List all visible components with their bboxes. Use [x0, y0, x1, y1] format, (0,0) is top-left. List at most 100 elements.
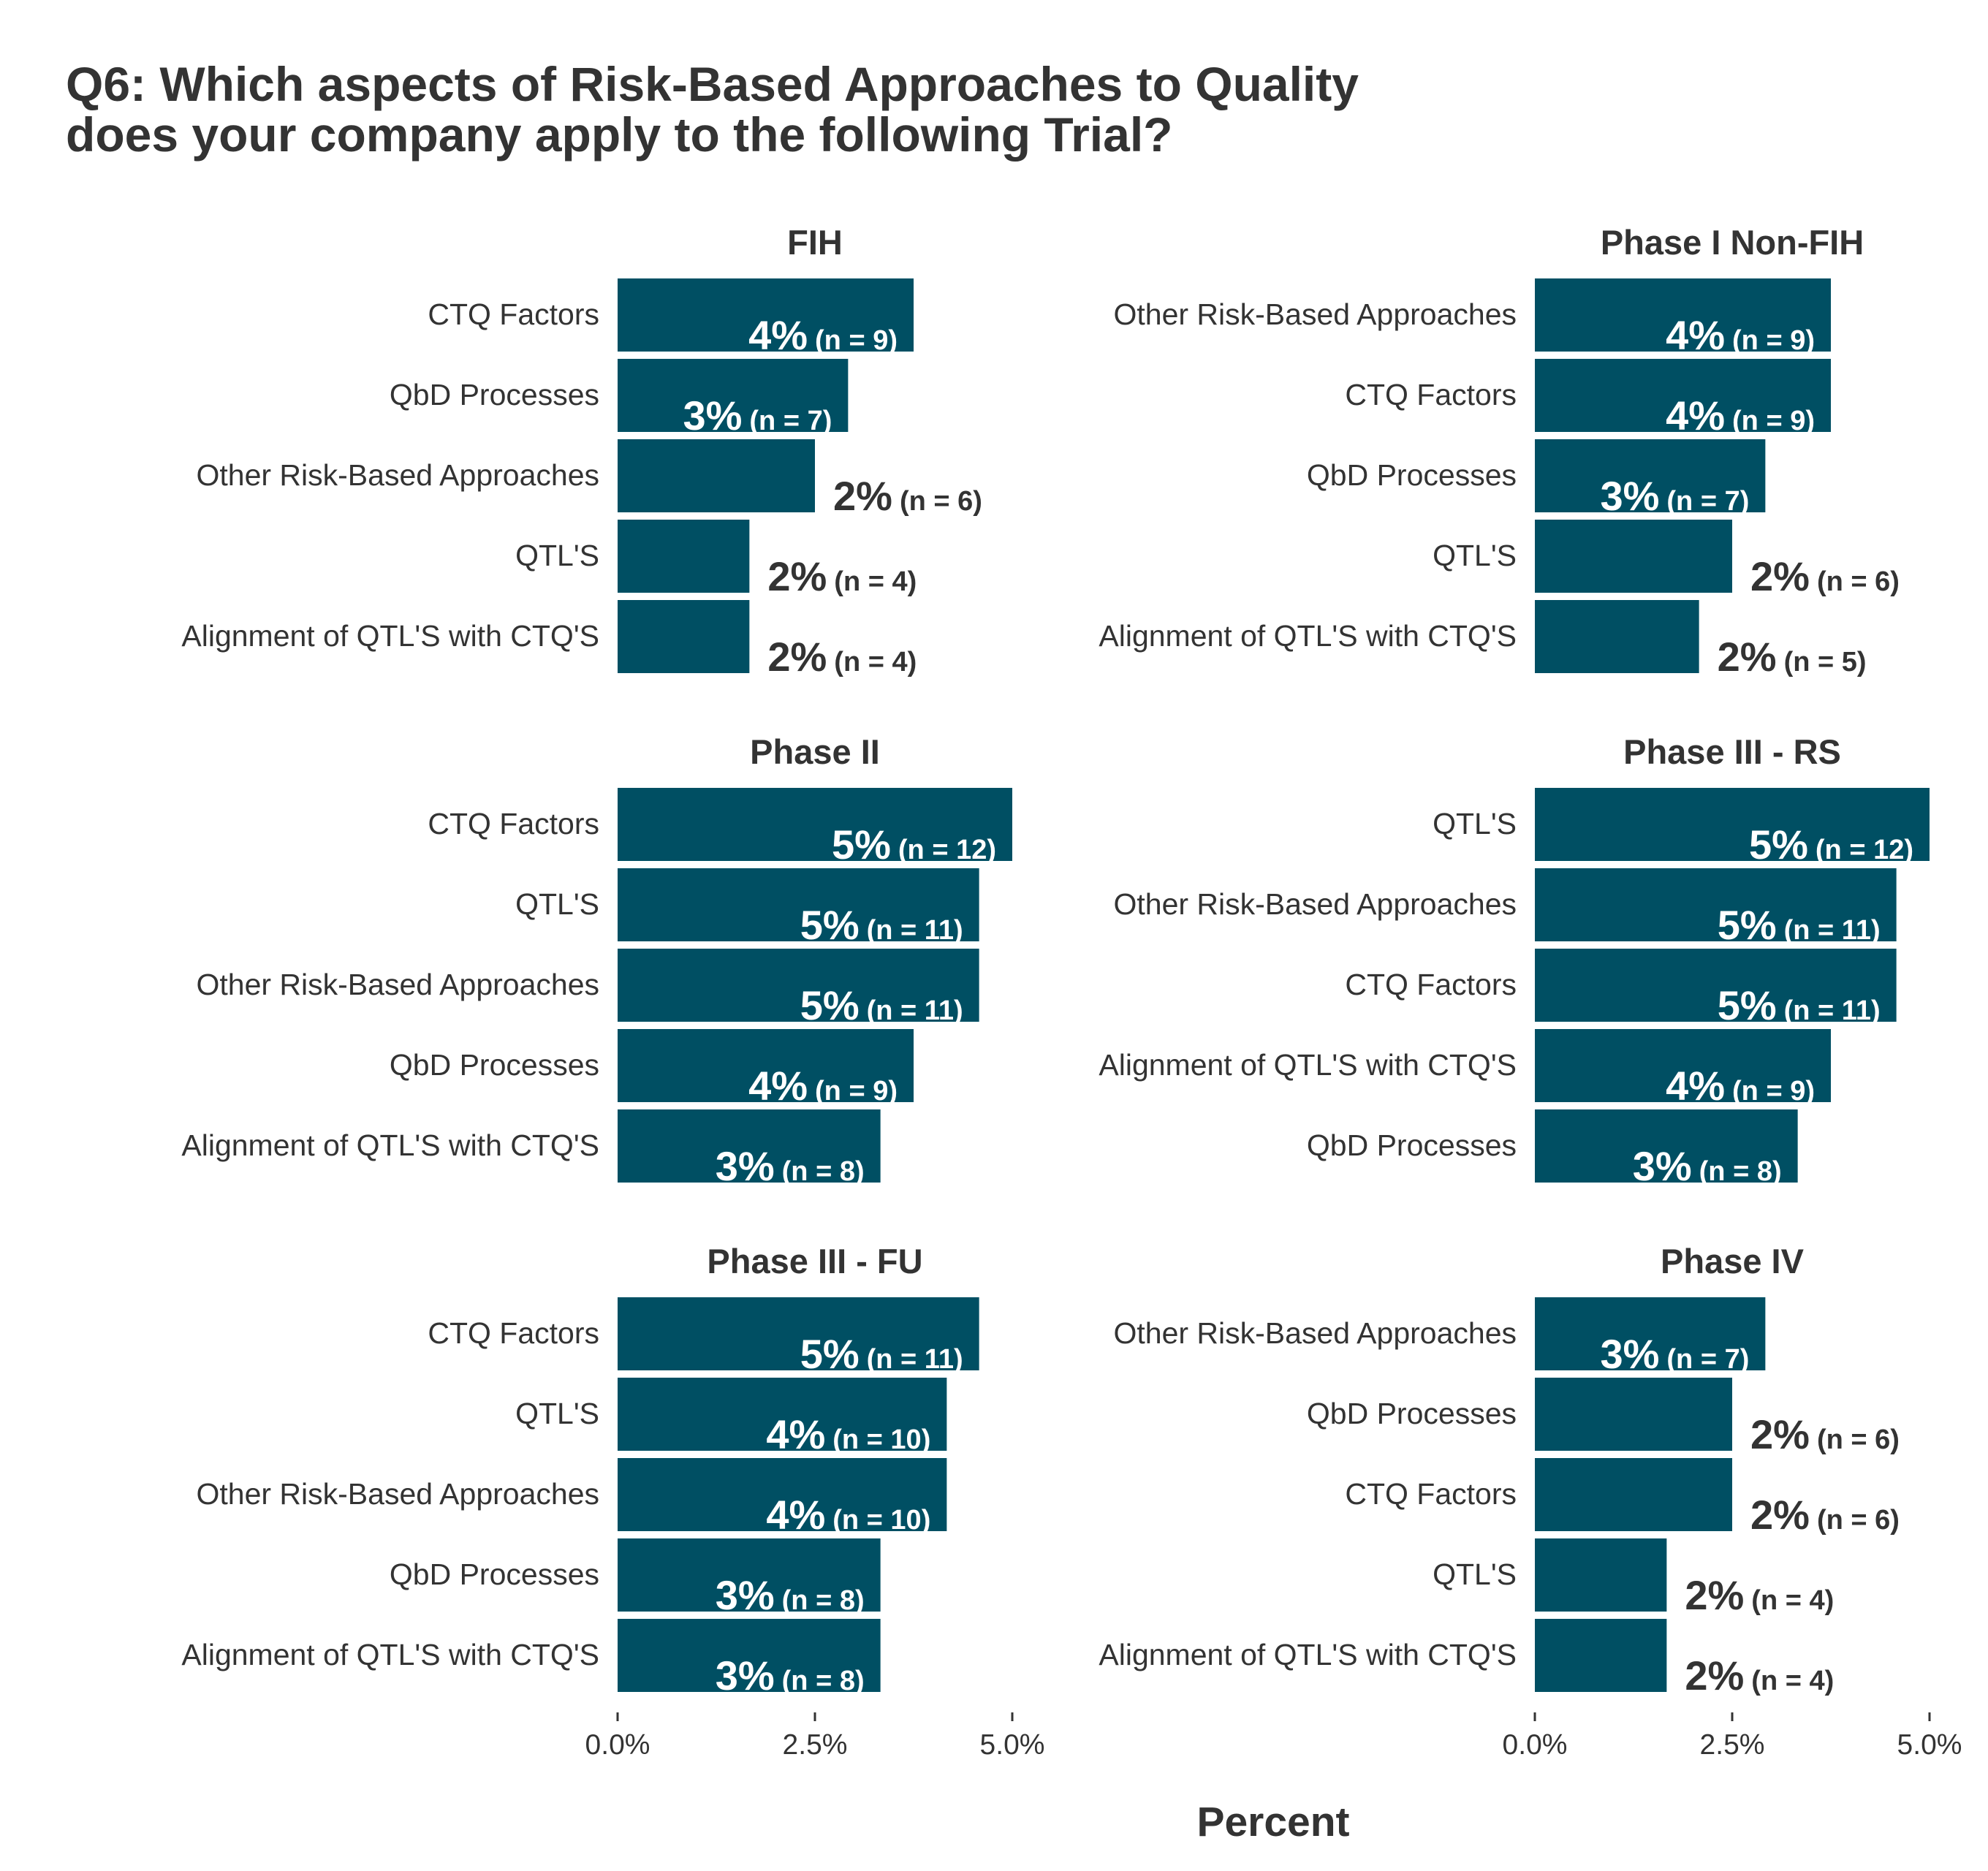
value-count: (n = 4)	[834, 647, 917, 678]
value-percent: 5%	[1749, 821, 1808, 868]
value-label: 3% (n = 8)	[716, 1572, 865, 1618]
value-count: (n = 8)	[782, 1156, 865, 1187]
bar	[618, 520, 750, 593]
category-label: CTQ Factors	[1345, 378, 1517, 411]
value-label: 2% (n = 5)	[1718, 634, 1867, 680]
category-label: CTQ Factors	[428, 807, 599, 840]
value-count: (n = 11)	[1784, 995, 1881, 1026]
category-label: QbD Processes	[1307, 1128, 1517, 1162]
category-label: Alignment of QTL'S with CTQ'S	[181, 1638, 599, 1671]
bar	[618, 949, 979, 1022]
value-count: (n = 8)	[1699, 1156, 1782, 1187]
value-percent: 3%	[1633, 1143, 1692, 1189]
value-percent: 5%	[832, 821, 891, 868]
category-label: CTQ Factors	[428, 297, 599, 331]
bar	[618, 439, 815, 512]
bar	[618, 1458, 947, 1531]
bar	[1535, 1109, 1798, 1183]
category-label: Alignment of QTL'S with CTQ'S	[181, 1128, 599, 1162]
value-percent: 4%	[748, 312, 808, 358]
bar	[1535, 868, 1897, 941]
category-label: QbD Processes	[1307, 1397, 1517, 1430]
value-count: (n = 12)	[1816, 835, 1913, 865]
value-label: 2% (n = 6)	[833, 473, 982, 519]
value-percent: 5%	[1718, 902, 1777, 948]
category-label: QbD Processes	[390, 378, 599, 411]
value-percent: 4%	[1666, 1063, 1725, 1109]
value-count: (n = 11)	[867, 1344, 963, 1375]
value-count: (n = 7)	[749, 406, 832, 436]
value-label: 4% (n = 9)	[1666, 1063, 1815, 1109]
category-label: QbD Processes	[390, 1048, 599, 1082]
category-label: Alignment of QTL'S with CTQ'S	[1099, 1048, 1517, 1082]
value-count: (n = 6)	[1817, 1424, 1900, 1455]
category-label: CTQ Factors	[428, 1316, 599, 1350]
bar	[1535, 359, 1831, 432]
facet-title: Phase III - RS	[1623, 732, 1841, 771]
x-axis-title: Percent	[1196, 1799, 1349, 1845]
value-count: (n = 9)	[815, 1076, 898, 1107]
value-count: (n = 7)	[1666, 1344, 1749, 1375]
bar	[618, 1378, 947, 1451]
value-percent: 5%	[1718, 982, 1777, 1028]
bar	[1535, 1297, 1766, 1370]
bar	[1535, 949, 1897, 1022]
value-percent: 3%	[716, 1572, 775, 1618]
value-label: 4% (n = 9)	[1666, 312, 1815, 358]
value-count: (n = 4)	[1751, 1585, 1834, 1616]
category-label: Other Risk-Based Approaches	[1114, 887, 1517, 921]
value-count: (n = 11)	[867, 915, 963, 946]
value-label: 2% (n = 6)	[1750, 553, 1900, 599]
value-percent: 5%	[800, 982, 860, 1028]
category-label: QbD Processes	[1307, 458, 1517, 492]
facet-panel: Phase III - FU CTQ Factors 5% (n = 11) QTL'S…	[181, 1242, 1044, 1761]
facet-title: Phase III - FU	[707, 1242, 922, 1280]
bar	[618, 1538, 881, 1612]
value-label: 2% (n = 4)	[767, 553, 917, 599]
value-count: (n = 12)	[898, 835, 996, 865]
value-label: 5% (n = 12)	[1749, 821, 1913, 868]
value-percent: 2%	[767, 634, 827, 680]
value-label: 4% (n = 9)	[1666, 392, 1815, 439]
value-percent: 3%	[1600, 1331, 1659, 1377]
value-label: 5% (n = 11)	[800, 982, 963, 1028]
value-label: 4% (n = 10)	[766, 1411, 930, 1457]
category-label: Alignment of QTL'S with CTQ'S	[181, 619, 599, 653]
x-tick-label: 2.5%	[783, 1729, 848, 1761]
value-percent: 3%	[716, 1652, 775, 1699]
x-tick-label: 5.0%	[1897, 1729, 1962, 1761]
value-label: 2% (n = 4)	[767, 634, 917, 680]
category-label: Alignment of QTL'S with CTQ'S	[1099, 619, 1517, 653]
value-percent: 3%	[683, 392, 742, 439]
value-label: 3% (n = 7)	[1600, 473, 1749, 519]
bar	[618, 600, 750, 673]
value-count: (n = 11)	[1784, 915, 1881, 946]
value-count: (n = 8)	[782, 1666, 865, 1696]
facet-panel: Phase III - RS QTL'S 5% (n = 12) Other Risk-…	[1099, 732, 1930, 1189]
bar	[1535, 1619, 1667, 1692]
value-label: 2% (n = 6)	[1750, 1411, 1900, 1457]
category-label: Other Risk-Based Approaches	[1114, 1316, 1517, 1350]
value-count: (n = 10)	[832, 1424, 930, 1455]
value-percent: 4%	[748, 1063, 808, 1109]
value-label: 4% (n = 10)	[766, 1492, 930, 1538]
value-percent: 4%	[766, 1492, 825, 1538]
value-label: 3% (n = 8)	[1633, 1143, 1782, 1189]
value-count: (n = 11)	[867, 995, 963, 1026]
category-label: CTQ Factors	[1345, 1477, 1517, 1511]
category-label: CTQ Factors	[1345, 968, 1517, 1001]
value-count: (n = 6)	[1817, 1505, 1900, 1536]
value-percent: 5%	[800, 902, 860, 948]
value-count: (n = 8)	[782, 1585, 865, 1616]
value-label: 2% (n = 4)	[1685, 1652, 1834, 1699]
value-count: (n = 9)	[1732, 1076, 1815, 1107]
value-count: (n = 4)	[1751, 1666, 1834, 1696]
facet-title: Phase I Non-FIH	[1601, 223, 1864, 262]
bar	[618, 868, 979, 941]
facet-panel: Phase I Non-FIH Other Risk-Based Approach…	[1099, 223, 1900, 680]
value-label: 4% (n = 9)	[748, 1063, 898, 1109]
bar	[1535, 278, 1831, 352]
category-label: QTL'S	[1433, 1557, 1517, 1591]
